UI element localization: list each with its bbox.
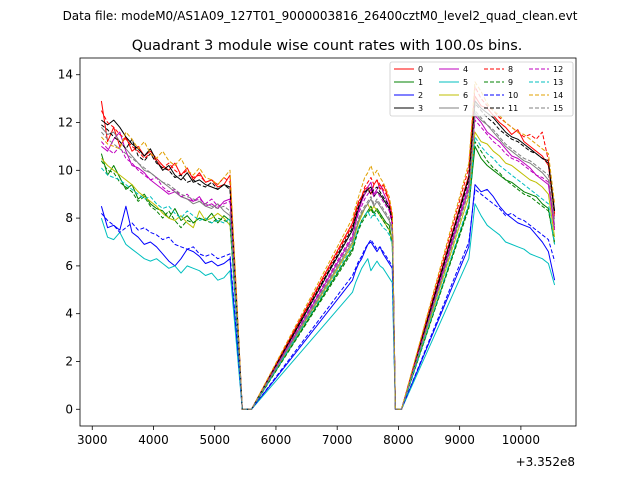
series-line-3 xyxy=(101,100,556,410)
y-tick-label: 14 xyxy=(58,68,73,82)
series-line-2 xyxy=(100,184,556,410)
legend-label-12: 12 xyxy=(553,65,563,74)
y-tick-label: 2 xyxy=(65,354,73,368)
series-line-6 xyxy=(101,131,556,410)
x-axis: 3000 4000 5000 6000 7000 8000 9000 10000 xyxy=(77,426,540,447)
legend-label-7: 7 xyxy=(463,104,468,113)
legend-label-0: 0 xyxy=(418,65,423,74)
x-offset-label: +3.352e8 xyxy=(516,455,575,469)
x-tick-label: 7000 xyxy=(322,433,353,447)
y-tick-label: 8 xyxy=(65,211,73,225)
legend-label-2: 2 xyxy=(418,91,423,100)
series-line-9 xyxy=(100,141,556,410)
series-line-4 xyxy=(101,114,556,410)
x-tick-label: 5000 xyxy=(199,433,230,447)
legend-label-9: 9 xyxy=(508,78,513,87)
legend-label-1: 1 xyxy=(418,78,423,87)
series-line-11 xyxy=(101,102,556,410)
x-tick-label: 10000 xyxy=(502,433,540,447)
y-axis: 0 2 4 6 8 10 12 14 xyxy=(58,68,80,416)
plot-area xyxy=(79,57,577,427)
chart-title: Quadrant 3 module wise count rates with … xyxy=(132,38,523,54)
legend-label-5: 5 xyxy=(463,78,468,87)
legend-label-15: 15 xyxy=(553,104,563,113)
series-line-15 xyxy=(101,110,556,410)
series-lines xyxy=(100,81,556,410)
x-tick-label: 9000 xyxy=(444,433,475,447)
legend-box xyxy=(389,61,574,117)
y-tick-label: 12 xyxy=(58,116,73,130)
y-tick-label: 0 xyxy=(65,402,73,416)
chart-suptitle: Data file: modeM0/AS1A09_127T01_90000038… xyxy=(63,9,578,23)
legend-label-6: 6 xyxy=(463,91,468,100)
axes-frame xyxy=(79,57,577,427)
y-tick-label: 10 xyxy=(58,163,73,177)
legend-label-4: 4 xyxy=(463,65,468,74)
legend-label-8: 8 xyxy=(508,65,513,74)
x-tick-label: 8000 xyxy=(383,433,414,447)
series-line-13 xyxy=(101,136,556,410)
series-line-10 xyxy=(101,188,556,410)
series-line-8 xyxy=(100,86,556,410)
legend-label-3: 3 xyxy=(418,104,423,113)
y-tick-label: 4 xyxy=(65,307,73,321)
legend-label-10: 10 xyxy=(508,91,518,100)
legend-label-13: 13 xyxy=(553,78,563,87)
legend-label-14: 14 xyxy=(553,91,563,100)
series-line-0 xyxy=(100,95,556,410)
x-tick-label: 3000 xyxy=(77,433,108,447)
legend-label-11: 11 xyxy=(508,104,518,113)
y-tick-label: 6 xyxy=(65,259,73,273)
series-line-5 xyxy=(100,203,556,410)
x-tick-label: 6000 xyxy=(261,433,292,447)
x-tick-label: 4000 xyxy=(138,433,169,447)
